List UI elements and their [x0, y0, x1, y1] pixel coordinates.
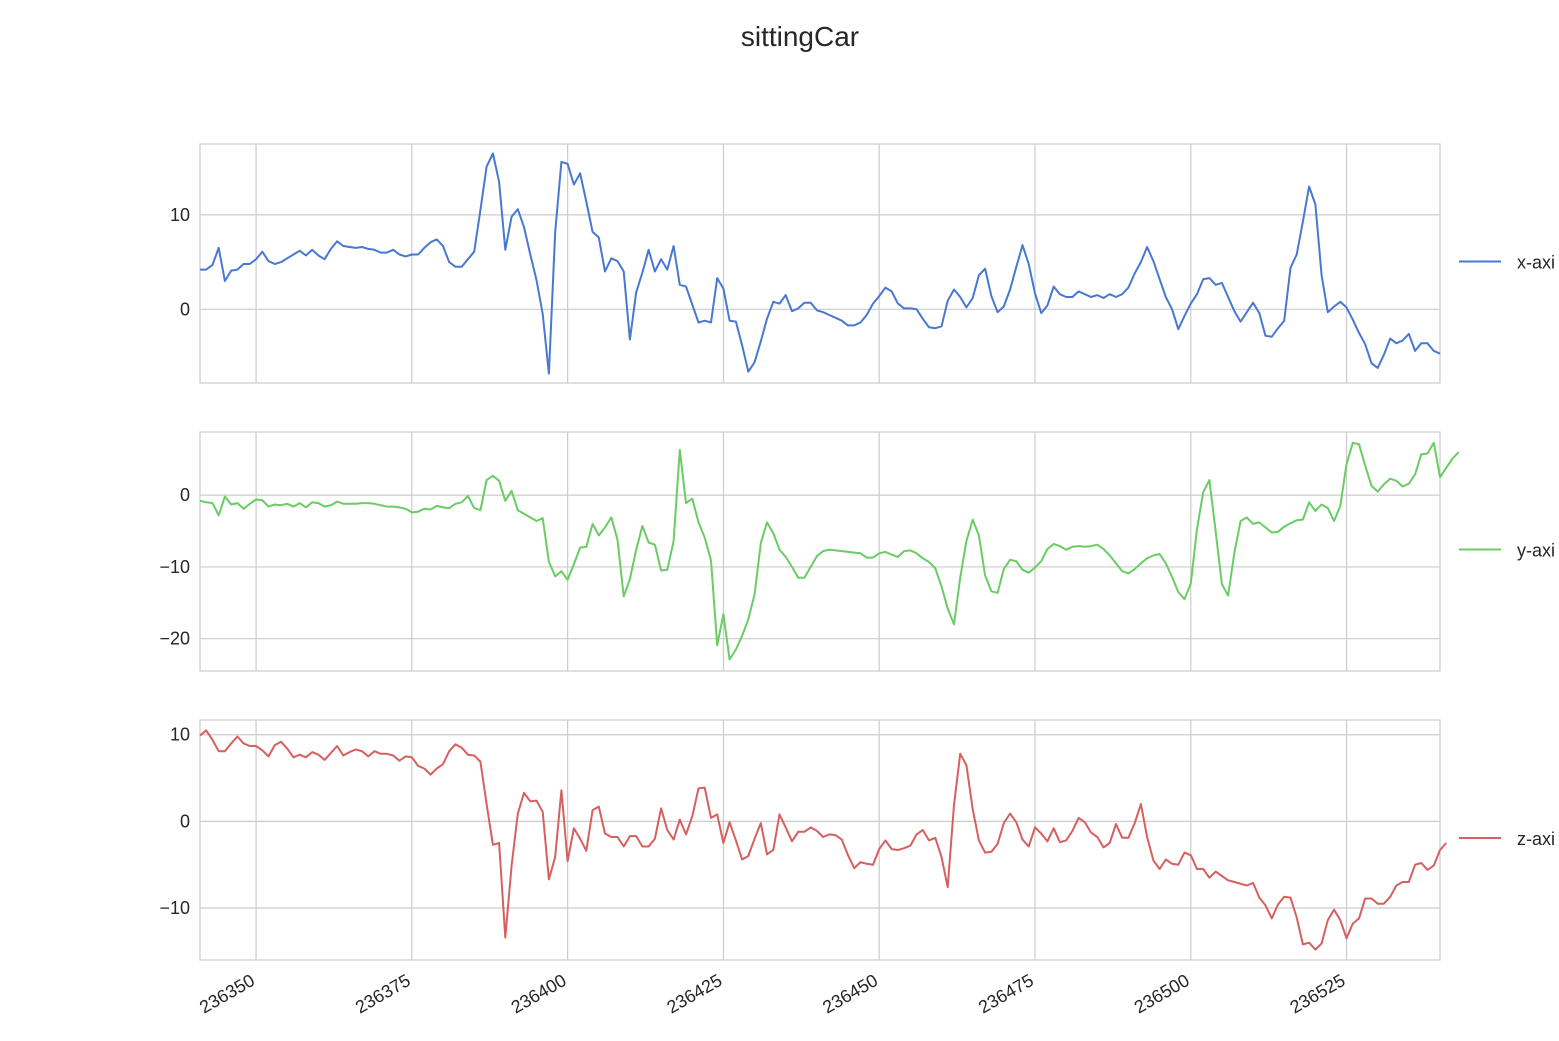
y-tick-label: 0: [180, 485, 190, 505]
x-tick-label: 236475: [975, 970, 1037, 1017]
panel-x-axis: 0 10 x-axi: [170, 143, 1555, 384]
x-tick-label: 236525: [1287, 970, 1349, 1017]
chart-title: sittingCar: [741, 21, 859, 52]
series-line-y-axis: [199, 441, 1460, 661]
panel-frame: [199, 719, 1441, 961]
y-tick-label: −10: [159, 898, 190, 918]
series-line-x-axis: [200, 152, 1441, 375]
y-tick-label: −20: [159, 629, 190, 649]
y-tick-label: 0: [180, 811, 190, 831]
x-tick-label: 236500: [1131, 970, 1193, 1017]
chart-panels: 0 10 x-axi −20 −10 0 y-axi −10 0 10 z-axi: [159, 143, 1555, 961]
x-tick-label: 236425: [663, 970, 725, 1017]
x-axis-ticks: 236350 236375 236400 236425 236450 236475 2365…: [196, 970, 1348, 1017]
x-tick-label: 236400: [508, 970, 570, 1017]
legend-label: z-axi: [1517, 829, 1555, 849]
series-line-z-axis: [199, 729, 1447, 951]
x-tick-label: 236350: [196, 970, 258, 1017]
panel-frame: [199, 143, 1441, 384]
x-tick-label: 236450: [819, 970, 881, 1017]
y-tick-label: 10: [170, 205, 190, 225]
y-tick-label: 0: [180, 299, 190, 319]
y-tick-label: 10: [170, 725, 190, 745]
legend-label: y-axi: [1517, 541, 1555, 561]
y-tick-label: −10: [159, 557, 190, 577]
panel-y-axis: −20 −10 0 y-axi: [159, 431, 1555, 672]
legend-label: x-axi: [1517, 253, 1555, 273]
x-tick-label: 236375: [352, 970, 414, 1017]
panel-z-axis: −10 0 10 z-axi: [159, 719, 1555, 961]
panel-frame: [199, 431, 1441, 672]
